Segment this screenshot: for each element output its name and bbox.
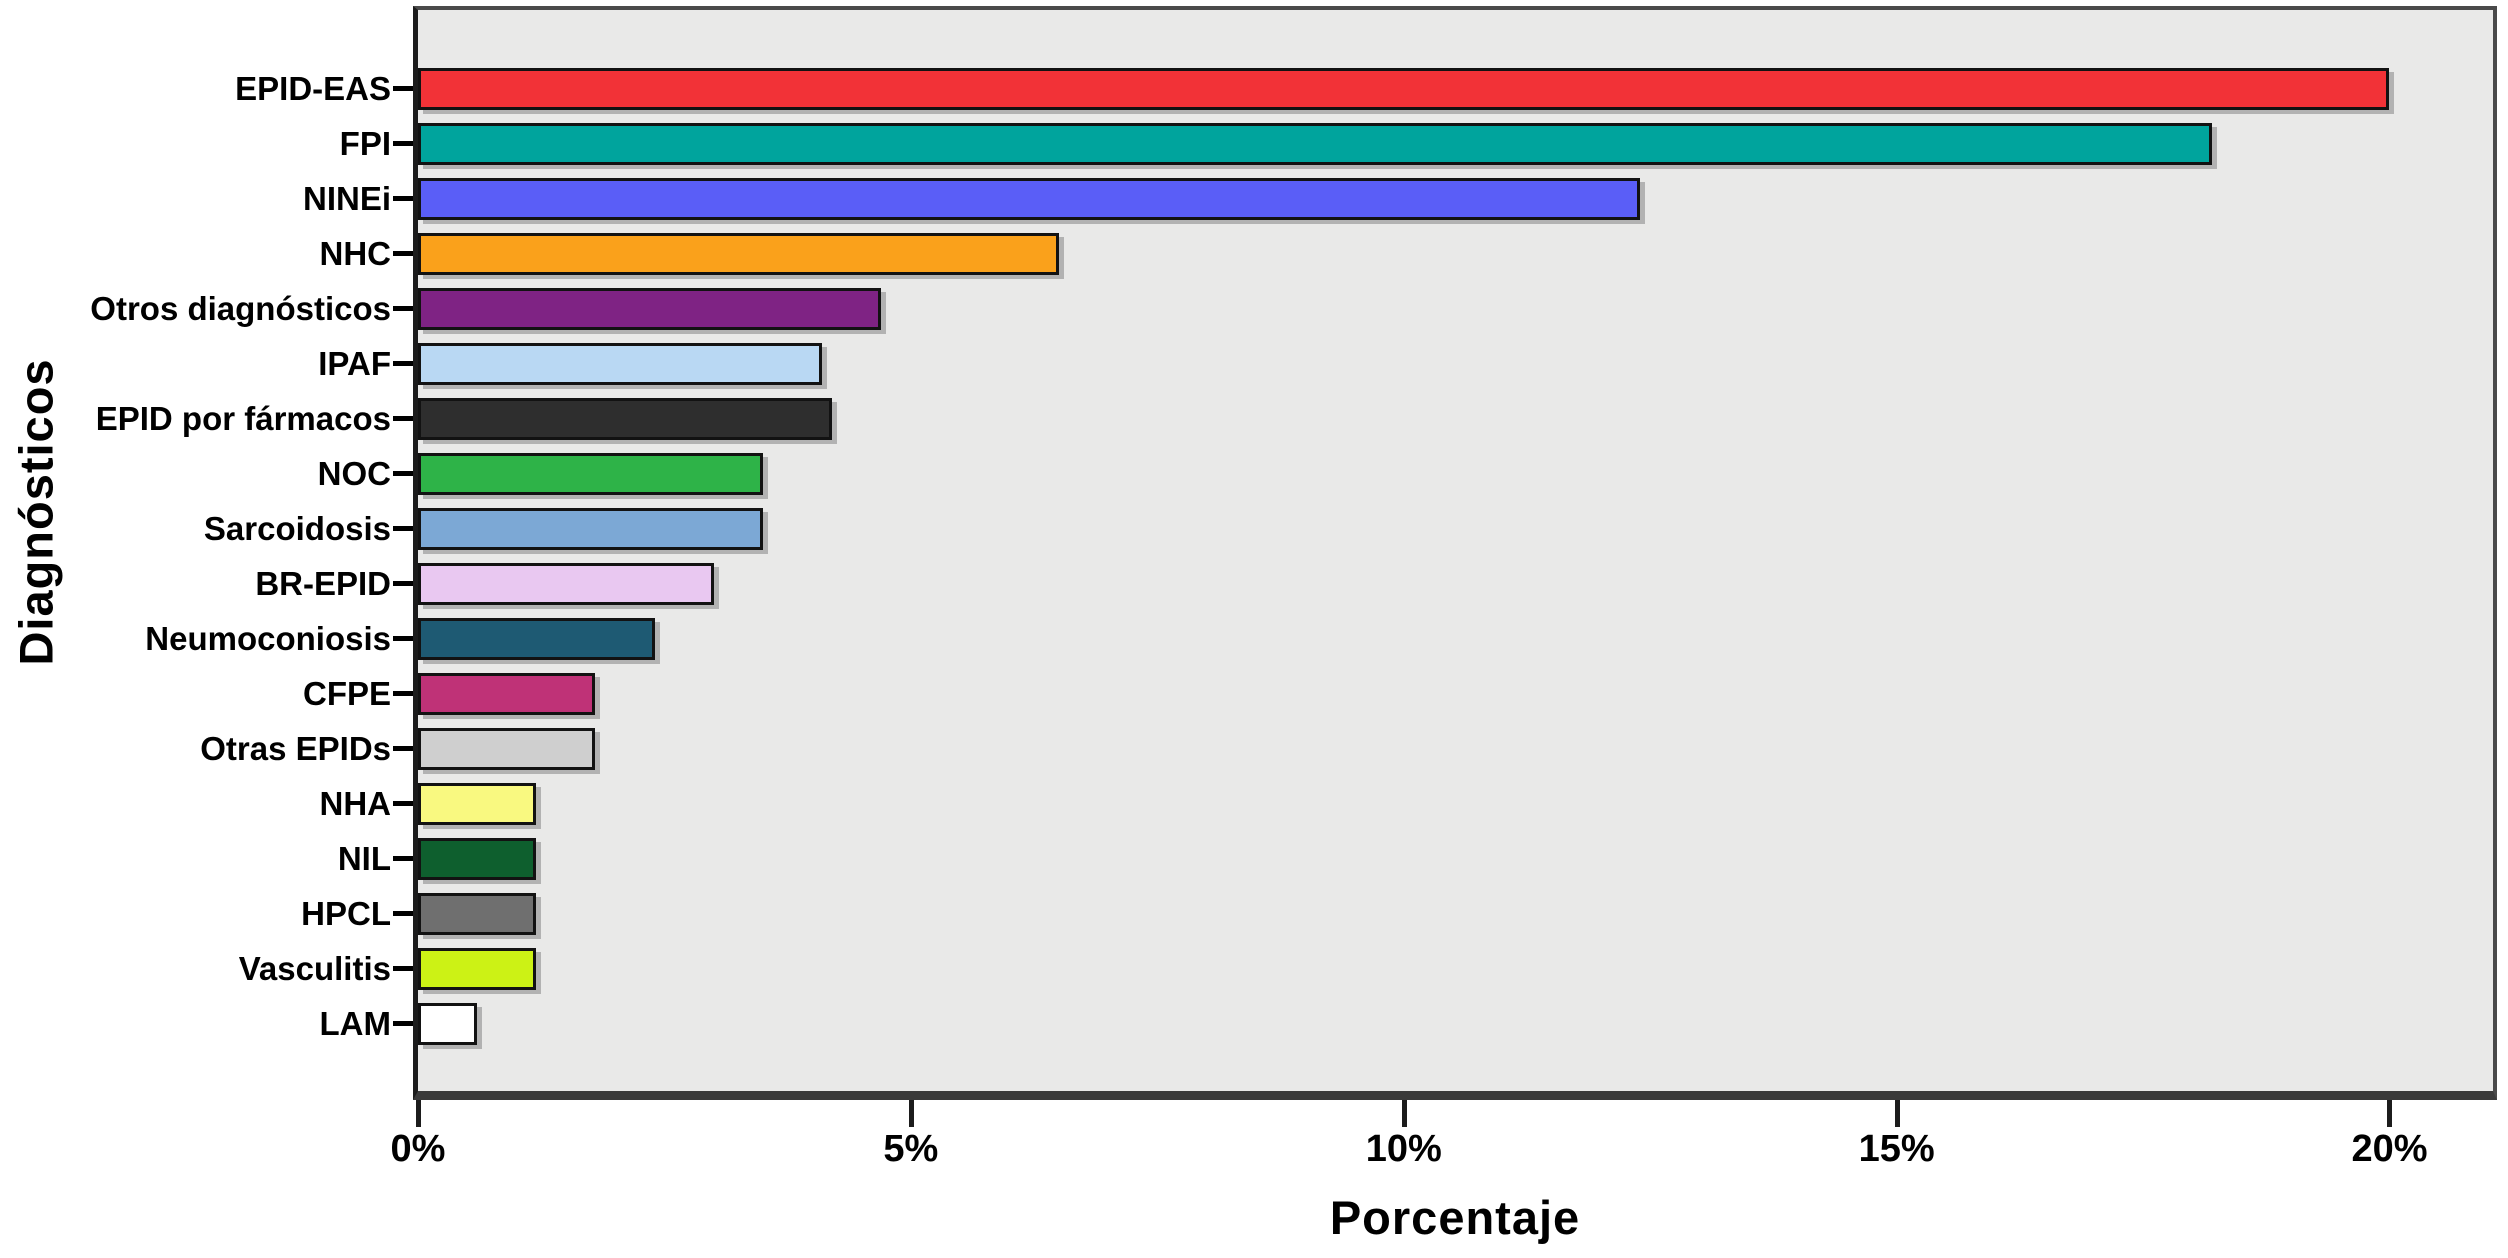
category-label: NINEi xyxy=(302,180,391,217)
bar-lam xyxy=(418,1003,478,1045)
category-label: HPCL xyxy=(301,895,391,932)
bar-nha xyxy=(418,783,537,825)
y-tick-mark xyxy=(393,416,413,421)
bar-hpcl xyxy=(418,893,537,935)
bar-br-epid xyxy=(418,563,714,605)
category-label: NHC xyxy=(319,235,392,272)
y-tick-mark xyxy=(393,86,413,91)
y-tick-mark xyxy=(393,801,413,806)
bar-epid-por-f-rmacos xyxy=(418,398,832,440)
x-tick-mark xyxy=(1894,1100,1900,1127)
y-tick-mark xyxy=(393,966,413,971)
y-tick-mark xyxy=(393,526,413,531)
bar-epid-eas xyxy=(418,68,2390,110)
y-tick-mark xyxy=(393,856,413,861)
category-label: LAM xyxy=(319,1005,391,1042)
x-axis-title: Porcentaje xyxy=(1329,1191,1581,1244)
category-label: Otras EPIDs xyxy=(200,730,391,767)
y-tick-mark xyxy=(393,361,413,366)
y-tick-mark xyxy=(393,581,413,586)
x-tick-mark xyxy=(908,1100,914,1127)
y-tick-mark xyxy=(393,251,413,256)
category-label: BR-EPID xyxy=(255,565,391,602)
y-tick-mark xyxy=(393,471,413,476)
category-label: Neumoconiosis xyxy=(145,620,391,657)
y-tick-mark xyxy=(393,306,413,311)
x-tick-label: 15% xyxy=(1858,1128,1935,1170)
category-label: Sarcoidosis xyxy=(203,510,391,547)
category-label: FPI xyxy=(339,125,391,162)
y-tick-mark xyxy=(393,1021,413,1026)
category-label: NIL xyxy=(337,840,391,877)
bar-fpi xyxy=(418,123,2213,165)
x-tick-label: 10% xyxy=(1365,1128,1442,1170)
bar-neumoconiosis xyxy=(418,618,655,660)
y-tick-mark xyxy=(393,911,413,916)
x-tick-mark xyxy=(2387,1100,2393,1127)
bar-noc xyxy=(418,453,763,495)
y-tick-mark xyxy=(393,141,413,146)
bar-sarcoidosis xyxy=(418,508,763,550)
bar-vasculitis xyxy=(418,948,537,990)
y-tick-mark xyxy=(393,196,413,201)
x-tick-mark xyxy=(416,1100,421,1127)
x-tick-label: 5% xyxy=(883,1128,939,1170)
bar-otras-epids xyxy=(418,728,596,770)
y-tick-mark xyxy=(393,691,413,696)
bar-cfpe xyxy=(418,673,596,715)
category-label: Vasculitis xyxy=(238,950,391,987)
x-tick-label: 0% xyxy=(390,1128,446,1170)
x-tick-mark xyxy=(1401,1100,1407,1127)
category-axis: EPID-EAS FPI NINEi NHC Otros diagnósticos IPA… xyxy=(0,0,413,1100)
category-label: CFPE xyxy=(302,675,391,712)
category-label: NOC xyxy=(317,455,391,492)
category-label: NHA xyxy=(319,785,392,822)
x-tick-label: 20% xyxy=(2351,1128,2428,1170)
bar-otros-diagn-sticos xyxy=(418,288,882,330)
category-label: IPAF xyxy=(318,345,391,382)
category-label: EPID por fármacos xyxy=(95,400,391,437)
y-tick-mark xyxy=(393,636,413,641)
category-label: Otros diagnósticos xyxy=(90,290,391,327)
category-label: EPID-EAS xyxy=(235,70,391,107)
bar-ipaf xyxy=(418,343,823,385)
y-tick-mark xyxy=(393,746,413,751)
bar-nhc xyxy=(418,233,1059,275)
plot-area xyxy=(413,6,2497,1100)
bar-nil xyxy=(418,838,537,880)
bar-ninei xyxy=(418,178,1641,220)
